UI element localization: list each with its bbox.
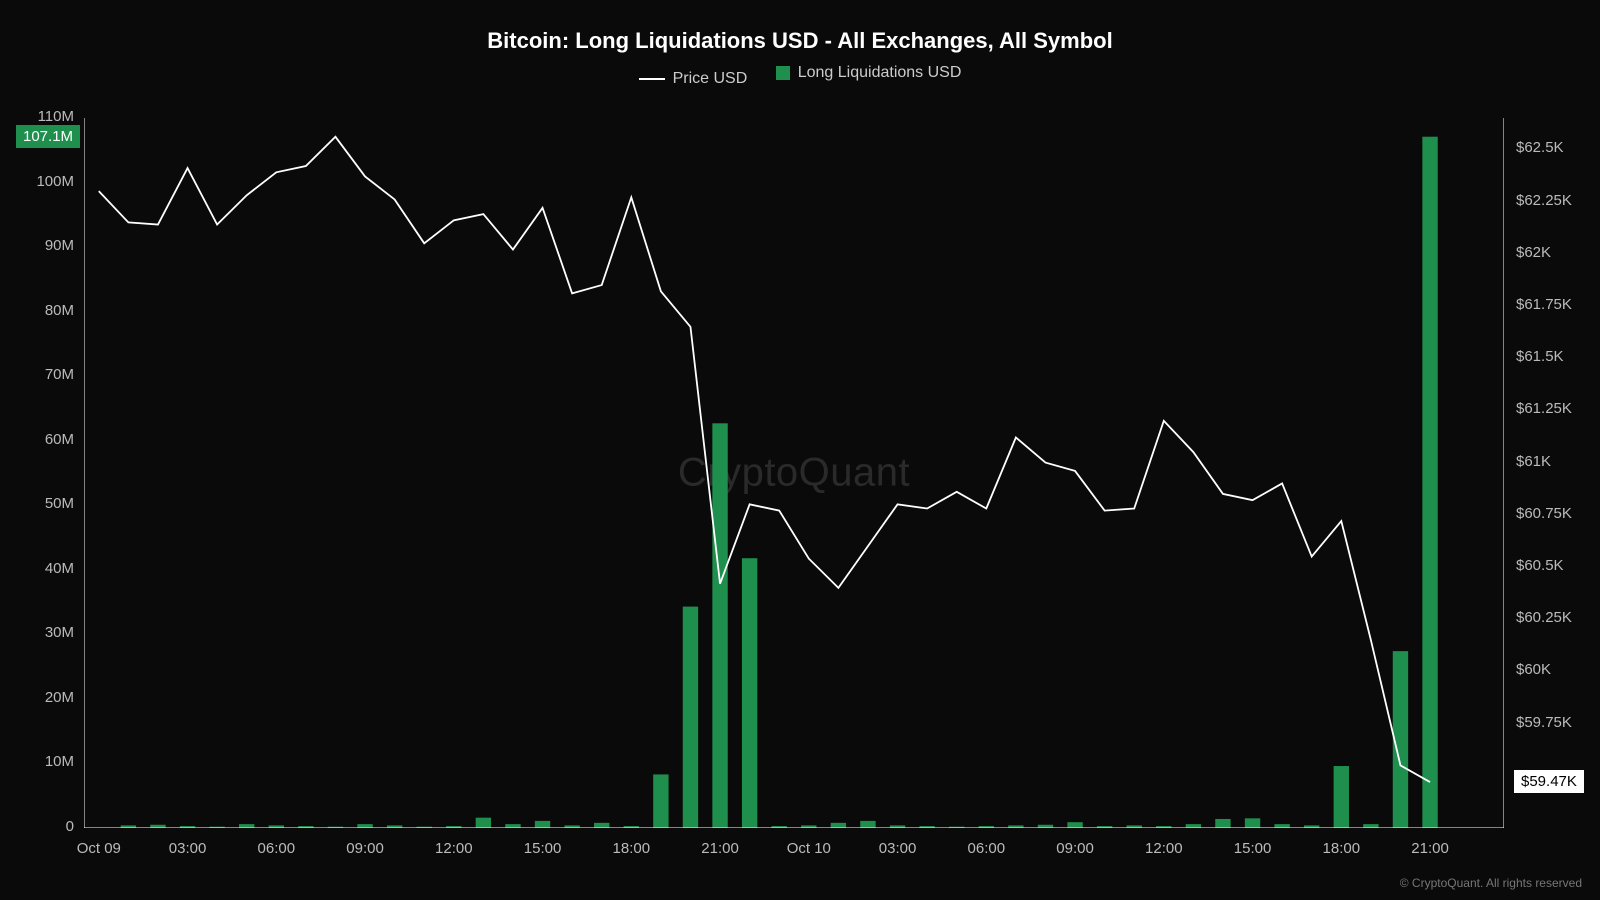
x-tick-label: 15:00 bbox=[1234, 840, 1272, 857]
copyright: © CryptoQuant. All rights reserved bbox=[1400, 876, 1582, 890]
x-tick-label: 06:00 bbox=[968, 840, 1006, 857]
y-left-tick-label: 30M bbox=[45, 624, 74, 641]
y-left-tick-label: 100M bbox=[36, 173, 74, 190]
y-left-tick-label: 60M bbox=[45, 431, 74, 448]
chart-svg bbox=[84, 118, 1504, 828]
x-tick-label: 15:00 bbox=[524, 840, 562, 857]
y-left-tick-label: 90M bbox=[45, 237, 74, 254]
y-left-tick-label: 40M bbox=[45, 560, 74, 577]
y-left-tick-label: 110M bbox=[38, 108, 74, 125]
x-tick-label: Oct 10 bbox=[787, 840, 831, 857]
legend-line-label: Price USD bbox=[673, 70, 748, 88]
y-right-tick-label: $61.75K bbox=[1516, 296, 1572, 313]
x-tick-label: Oct 09 bbox=[77, 840, 121, 857]
legend-item-line: Price USD bbox=[639, 70, 748, 88]
chart-title: Bitcoin: Long Liquidations USD - All Exc… bbox=[0, 0, 1600, 54]
y-left-current-badge: 107.1M bbox=[16, 125, 80, 148]
x-tick-label: 03:00 bbox=[879, 840, 917, 857]
y-right-tick-label: $61.5K bbox=[1516, 348, 1564, 365]
y-right-tick-label: $59.75K bbox=[1516, 714, 1572, 731]
plot-area: CryptoQuant bbox=[84, 118, 1504, 828]
y-right-current-badge: $59.47K bbox=[1514, 770, 1584, 793]
chart-container: Bitcoin: Long Liquidations USD - All Exc… bbox=[0, 0, 1600, 900]
x-tick-label: 21:00 bbox=[1411, 840, 1449, 857]
x-tick-label: 18:00 bbox=[613, 840, 651, 857]
x-tick-label: 12:00 bbox=[435, 840, 473, 857]
legend: Price USD Long Liquidations USD bbox=[0, 64, 1600, 88]
y-right-tick-label: $62.25K bbox=[1516, 192, 1572, 209]
x-tick-label: 12:00 bbox=[1145, 840, 1183, 857]
y-left-tick-label: 20M bbox=[45, 689, 74, 706]
x-tick-label: 21:00 bbox=[701, 840, 739, 857]
y-right-tick-label: $60K bbox=[1516, 661, 1551, 678]
y-right-tick-label: $61.25K bbox=[1516, 400, 1572, 417]
x-tick-label: 09:00 bbox=[346, 840, 384, 857]
y-right-tick-label: $62K bbox=[1516, 244, 1551, 261]
x-tick-label: 03:00 bbox=[169, 840, 207, 857]
x-tick-label: 09:00 bbox=[1056, 840, 1094, 857]
y-left-tick-label: 10M bbox=[45, 753, 74, 770]
y-right-tick-label: $60.5K bbox=[1516, 557, 1564, 574]
legend-item-bar: Long Liquidations USD bbox=[776, 64, 962, 82]
y-left-tick-label: 80M bbox=[45, 302, 74, 319]
legend-bar-label: Long Liquidations USD bbox=[798, 64, 962, 82]
y-left-tick-label: 0 bbox=[66, 818, 74, 835]
y-right-tick-label: $60.75K bbox=[1516, 505, 1572, 522]
y-right-tick-label: $60.25K bbox=[1516, 609, 1572, 626]
x-tick-label: 06:00 bbox=[258, 840, 296, 857]
y-left-tick-label: 70M bbox=[45, 366, 74, 383]
y-right-tick-label: $62.5K bbox=[1516, 139, 1564, 156]
x-tick-label: 18:00 bbox=[1323, 840, 1361, 857]
legend-bar-marker bbox=[776, 66, 790, 80]
y-right-tick-label: $61K bbox=[1516, 453, 1551, 470]
y-left-tick-label: 50M bbox=[45, 495, 74, 512]
legend-line-marker bbox=[639, 78, 665, 80]
